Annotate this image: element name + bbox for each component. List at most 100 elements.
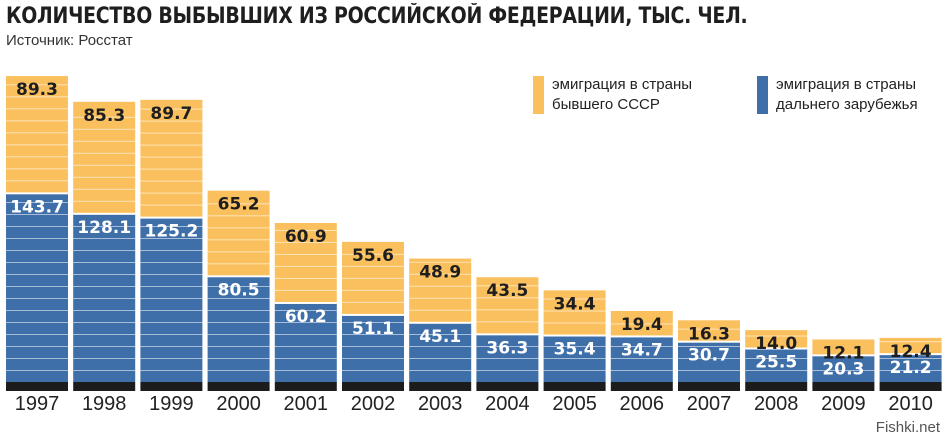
bar-stripe-far-2005 xyxy=(543,346,606,347)
bar-stripe-far-2007 xyxy=(678,370,740,371)
bar-stripe-ussr-1998 xyxy=(73,152,136,154)
bar-stripe-ussr-2002 xyxy=(342,277,404,279)
bar-stripe-far-1998 xyxy=(73,358,136,359)
chart-title: КОЛИЧЕСТВО ВЫБЫВШИХ ИЗ РОССИЙСКОЙ ФЕДЕРА… xyxy=(6,4,748,29)
bar-stripe-far-1998 xyxy=(73,238,136,239)
bar-stripe-ussr-2003 xyxy=(409,309,472,311)
value-label-ussr-2009: 12.1 xyxy=(822,343,864,363)
value-label-far-2008: 25.5 xyxy=(755,353,797,373)
bar-ussr-2002 xyxy=(342,241,404,314)
bar-stripe-far-2006 xyxy=(610,370,673,371)
bar-stripe-far-1997 xyxy=(6,286,68,287)
bar-stripe-ussr-1999 xyxy=(140,120,203,122)
bar-stripe-far-1999 xyxy=(140,322,203,323)
value-label-far-2006: 34.7 xyxy=(621,340,663,360)
value-label-ussr-2006: 19.4 xyxy=(621,315,663,335)
bar-base-2007 xyxy=(678,382,740,391)
bar-stripe-ussr-1999 xyxy=(140,168,203,170)
bar-stripe-far-2002 xyxy=(342,334,404,335)
bar-stripe-far-2002 xyxy=(342,322,404,323)
bar-far-2006 xyxy=(610,336,673,382)
bar-stripe-far-2003 xyxy=(409,346,472,347)
value-label-ussr-2001: 60.9 xyxy=(285,227,327,247)
bar-stripe-ussr-2002 xyxy=(342,289,404,291)
x-tick-label-2005: 2005 xyxy=(552,393,597,415)
bar-stripe-ussr-2003 xyxy=(409,273,472,275)
bar-stripe-ussr-2008 xyxy=(745,335,808,337)
bar-base-2004 xyxy=(476,382,539,391)
bar-stripe-far-1997 xyxy=(6,262,68,263)
bar-stripe-far-1999 xyxy=(140,358,203,359)
bar-stripe-far-1998 xyxy=(73,286,136,287)
x-tick-label-2008: 2008 xyxy=(754,393,799,415)
bar-stripe-far-1997 xyxy=(6,358,68,359)
value-label-ussr-2002: 55.6 xyxy=(352,246,394,266)
bar-stripe-ussr-1997 xyxy=(6,144,68,146)
x-tick-label-1997: 1997 xyxy=(15,393,60,415)
bar-stripe-ussr-2000 xyxy=(207,227,270,229)
bar-stripe-far-1999 xyxy=(140,274,203,275)
legend-label-ussr-line2: бывшего СССР xyxy=(552,96,660,113)
bar-stripe-far-2006 xyxy=(610,358,673,359)
bar-separator-2003 xyxy=(409,321,472,324)
legend-label-ussr: эмиграция в страны бывшего СССР xyxy=(552,75,712,115)
bar-stripe-ussr-2006 xyxy=(610,323,673,325)
bar-base-1999 xyxy=(140,382,203,391)
bar-stripe-far-1997 xyxy=(6,298,68,299)
x-tick-label-2003: 2003 xyxy=(418,393,463,415)
legend-swatch-ussr xyxy=(533,76,544,114)
bar-separator-2001 xyxy=(274,301,337,304)
bar-stripe-far-1999 xyxy=(140,262,203,263)
bar-stripe-far-2002 xyxy=(342,346,404,347)
bar-stripe-ussr-1997 xyxy=(6,96,68,98)
bar-stripe-ussr-2003 xyxy=(409,297,472,299)
x-tick-label-2000: 2000 xyxy=(216,393,261,415)
value-label-ussr-2004: 43.5 xyxy=(486,281,528,301)
value-label-ussr-2007: 16.3 xyxy=(688,324,730,344)
bar-stripe-far-2000 xyxy=(207,298,270,299)
bar-stripe-far-2005 xyxy=(543,358,606,359)
bar-ussr-2000 xyxy=(207,190,270,276)
bar-stripe-far-2001 xyxy=(274,322,337,323)
bar-far-2003 xyxy=(409,322,472,382)
bar-stripe-far-1998 xyxy=(73,226,136,227)
bar-stripe-ussr-2004 xyxy=(476,285,539,287)
bar-stripe-ussr-1999 xyxy=(140,144,203,146)
bar-stripe-far-1997 xyxy=(6,202,68,203)
bar-stripe-ussr-2001 xyxy=(274,229,337,231)
bar-far-2000 xyxy=(207,276,270,382)
bar-stripe-ussr-1997 xyxy=(6,108,68,110)
bar-stripe-ussr-1997 xyxy=(6,84,68,86)
bar-stripe-ussr-2004 xyxy=(476,309,539,311)
bar-stripe-far-1997 xyxy=(6,370,68,371)
bar-stripe-far-2001 xyxy=(274,334,337,335)
bar-stripe-ussr-2005 xyxy=(543,322,606,324)
bar-stripe-far-1997 xyxy=(6,334,68,335)
legend-swatch-far xyxy=(757,76,768,114)
bar-stripe-far-2002 xyxy=(342,358,404,359)
bar-ussr-2008 xyxy=(745,330,808,348)
bar-stripe-far-2005 xyxy=(543,370,606,371)
bar-stripe-far-2003 xyxy=(409,334,472,335)
bar-separator-1999 xyxy=(140,216,203,219)
bar-stripe-far-2007 xyxy=(678,346,740,347)
bar-stripe-far-1999 xyxy=(140,286,203,287)
bar-stripe-far-1997 xyxy=(6,226,68,227)
bar-stripe-far-1998 xyxy=(73,274,136,275)
bar-base-2005 xyxy=(543,382,606,391)
value-label-far-1998: 128.1 xyxy=(77,218,131,238)
bar-ussr-1997 xyxy=(6,76,68,193)
bar-base-2002 xyxy=(342,382,404,391)
bar-stripe-far-1999 xyxy=(140,298,203,299)
legend-label-far: эмиграция в страны дальнего зарубежья xyxy=(776,75,936,115)
value-label-far-2010: 21.2 xyxy=(890,358,932,378)
bar-stripe-far-1997 xyxy=(6,310,68,311)
bar-ussr-2006 xyxy=(610,310,673,336)
bar-stripe-far-2010 xyxy=(879,358,942,359)
value-label-far-1999: 125.2 xyxy=(145,222,199,242)
bar-stripe-far-1997 xyxy=(6,238,68,239)
value-label-ussr-2008: 14.0 xyxy=(755,334,797,354)
bar-separator-1998 xyxy=(73,212,136,215)
bar-stripe-far-1998 xyxy=(73,310,136,311)
